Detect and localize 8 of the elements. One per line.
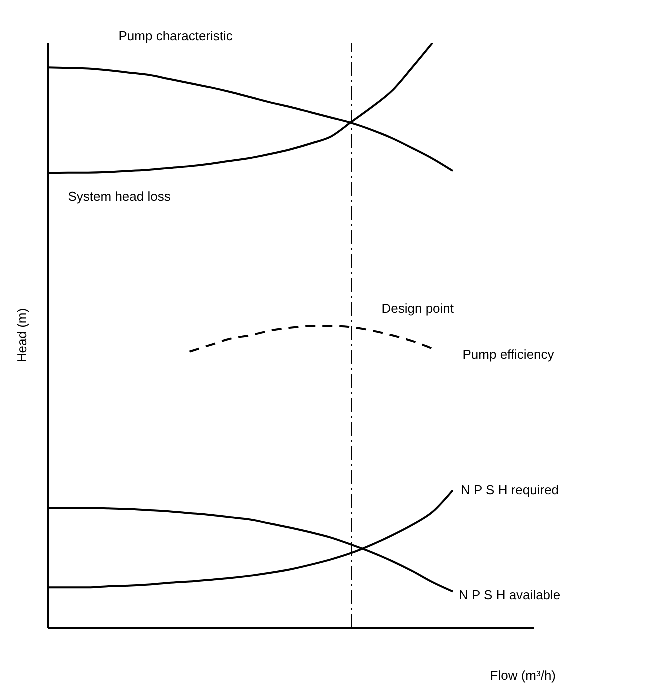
text: Pump efficiency [462,346,555,362]
y-axis-title: Head (m) [14,308,30,363]
series-label: N P S H available [459,588,561,603]
annotation: Design point [382,301,454,316]
series-label: N P S H required [461,482,560,498]
series-label: System head loss [68,188,172,204]
text: Pump characteristic [118,28,234,44]
x-axis-title: Flow (m³/h) [490,668,556,683]
